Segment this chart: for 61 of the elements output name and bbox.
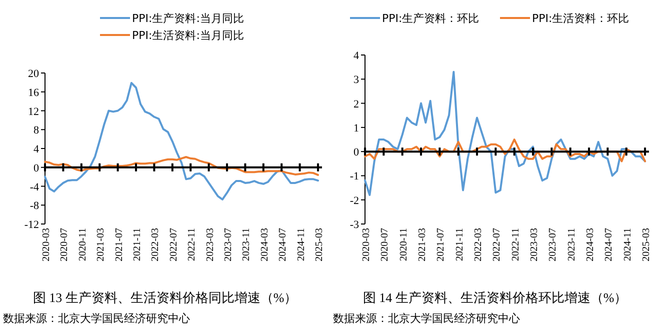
x-tick-label: 2024-03: [585, 228, 596, 262]
x-tick-label: 2025-03: [641, 228, 652, 262]
legend-label: PPI:生产资料:当月同比: [132, 12, 244, 25]
y-tick-label: 12: [28, 106, 39, 118]
x-tick-label: 2023-03: [204, 228, 216, 262]
y-tick-label: 20: [28, 68, 40, 80]
line-series: [364, 70, 646, 196]
x-tick-label: 2022-11: [186, 228, 198, 261]
y-tick-label: 8: [34, 124, 40, 137]
x-tick-label: 2020-03: [41, 228, 52, 262]
x-tick-label: 2020-03: [361, 228, 372, 262]
x-tick-label: 2020-07: [59, 228, 70, 262]
x-tick-label: 2023-11: [241, 228, 252, 261]
x-tick-label: 2022-07: [492, 228, 503, 262]
x-tick-label: 2024-11: [296, 228, 307, 261]
x-tick-label: 2024-07: [604, 228, 615, 262]
x-tick-label: 2020-07: [380, 228, 391, 262]
y-tick-label: 2: [354, 98, 359, 110]
x-tick-label: 2021-11: [454, 228, 466, 261]
x-tick-label: 2024-03: [259, 228, 270, 262]
x-tick-label: 2023-11: [566, 228, 578, 261]
x-tick-label: 2020-11: [77, 228, 88, 261]
x-tick-label: 2022-03: [150, 228, 162, 262]
y-tick-label: -12: [24, 219, 39, 231]
x-tick-label: 2023-07: [223, 228, 234, 262]
y-tick-label: 0: [354, 146, 360, 159]
x-tick-label: 2024-07: [278, 228, 289, 262]
x-tick-label: 2023-07: [548, 228, 559, 262]
y-tick-label: -1: [350, 170, 359, 183]
x-tick-label: 2021-03: [96, 228, 107, 262]
x-tick-label: 2025-03: [314, 228, 325, 262]
y-tick-label: -3: [350, 219, 360, 231]
x-tick-label: 2024-11: [622, 228, 634, 261]
line-series: [364, 138, 646, 162]
y-tick-label: -8: [30, 200, 40, 212]
legend-label: PPI:生产资料：环比: [382, 12, 480, 25]
y-tick-label: -4: [30, 181, 40, 194]
y-tick-label: 0: [34, 162, 40, 174]
x-tick-label: 2022-07: [168, 228, 180, 262]
line-series: [44, 156, 319, 176]
y-tick-label: 4: [354, 50, 360, 62]
x-tick-label: 2021-07: [436, 228, 447, 262]
y-tick-label: -2: [350, 194, 359, 207]
x-tick-label: 2022-11: [510, 228, 522, 261]
y-tick-label: 16: [28, 86, 40, 99]
legend-label: PPI:生活资料:当月同比: [132, 29, 244, 42]
source-note: 数据来源：北京大学国民经济研究中心: [333, 312, 520, 325]
line-series: [44, 82, 319, 200]
x-tick-label: 2021-03: [417, 228, 428, 262]
y-tick-label: 4: [34, 144, 40, 156]
source-note: 数据来源：北京大学国民经济研究中心: [3, 312, 190, 325]
y-tick-label: 3: [354, 74, 360, 86]
x-tick-label: 2021-11: [132, 228, 143, 261]
x-tick-label: 2023-03: [529, 228, 540, 262]
text: 图 14 生产资料、生活资料价格环比增速（%）: [362, 290, 628, 305]
x-tick-label: 2022-03: [473, 228, 484, 262]
y-tick-label: 1: [354, 122, 359, 134]
x-tick-label: 2021-07: [114, 228, 125, 262]
x-tick-label: 2020-11: [398, 228, 410, 261]
legend-label: PPI:生活资料：环比: [532, 12, 630, 25]
text: 图 13 生产资料、生活资料价格同比增速（%）: [32, 290, 298, 305]
